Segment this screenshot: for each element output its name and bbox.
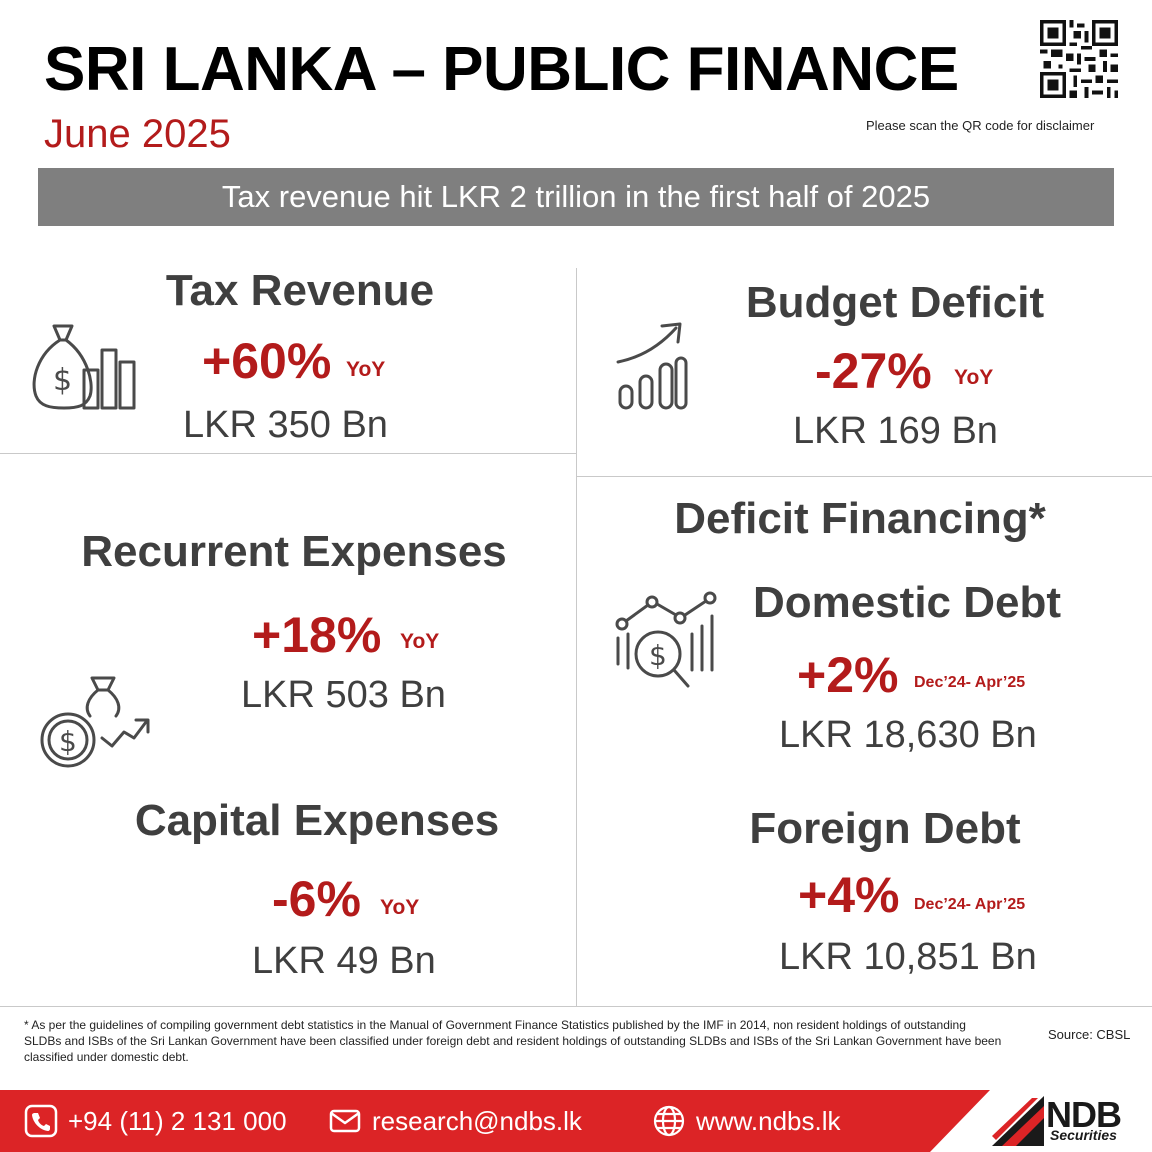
budget-deficit-value: LKR 169 Bn — [793, 410, 998, 452]
capital-expenses-period: YoY — [380, 896, 420, 919]
recurrent-expenses-period: YoY — [400, 630, 440, 653]
qr-code-icon[interactable] — [1040, 20, 1118, 98]
tax-revenue-heading: Tax Revenue — [165, 266, 435, 315]
ndb-logo-text: NDB — [1046, 1094, 1122, 1135]
domestic-debt-change: +2% — [797, 647, 899, 703]
vertical-divider — [576, 268, 577, 1006]
recurrent-expenses-value: LKR 503 Bn — [241, 674, 446, 716]
footer-phone[interactable]: +94 (11) 2 131 000 — [24, 1100, 287, 1142]
deficit-financing-heading: Deficit Financing* — [674, 494, 1046, 543]
source-note: Source: CBSL — [1048, 1027, 1131, 1042]
ndb-logo-subtext: Securities — [1050, 1127, 1117, 1143]
foreign-debt-period: Dec’24- Apr’25 — [914, 896, 1026, 913]
budget-deficit-change: -27% — [815, 343, 932, 399]
budget-deficit-heading: Budget Deficit — [745, 278, 1045, 327]
recurrent-expenses-heading: Recurrent Expenses — [81, 527, 507, 576]
footer-email[interactable]: research@ndbs.lk — [328, 1100, 582, 1142]
recurrent-expenses-change: +18% — [252, 607, 382, 663]
globe-icon — [653, 1105, 685, 1137]
qr-disclaimer-note: Please scan the QR code for disclaimer — [866, 118, 1095, 133]
capital-expenses-heading: Capital Expenses — [134, 796, 500, 845]
phone-icon — [24, 1104, 58, 1138]
tax-revenue-value: LKR 350 Bn — [183, 404, 388, 446]
phone-number: +94 (11) 2 131 000 — [68, 1105, 287, 1136]
domestic-debt-value: LKR 18,630 Bn — [779, 714, 1037, 756]
page-title: SRI LANKA – PUBLIC FINANCE — [44, 35, 959, 104]
capital-expenses-value: LKR 49 Bn — [252, 940, 436, 982]
ndb-logo-mark-icon — [992, 1096, 1044, 1146]
tax-revenue-change: +60% — [202, 333, 332, 389]
left-divider — [0, 453, 577, 454]
domestic-debt-period: Dec’24- Apr’25 — [914, 674, 1026, 691]
budget-deficit-period: YoY — [954, 366, 994, 389]
right-divider — [577, 476, 1152, 477]
foreign-debt-change: +4% — [798, 867, 900, 923]
footer-website[interactable]: www.ndbs.lk — [652, 1100, 841, 1142]
capital-expenses-change: -6% — [272, 871, 361, 927]
footnote: * As per the guidelines of compiling gov… — [24, 1018, 1002, 1064]
tax-revenue-period: YoY — [346, 358, 386, 381]
growth-chart-arrow-icon — [614, 318, 690, 412]
svg-text:$: $ — [649, 639, 667, 672]
foreign-debt-heading: Foreign Debt — [749, 804, 1021, 853]
email-address: research@ndbs.lk — [372, 1105, 582, 1136]
svg-text:$: $ — [59, 725, 77, 758]
domestic-debt-heading: Domestic Debt — [752, 578, 1062, 627]
money-bag-bar-chart-icon: $ — [28, 320, 140, 412]
coin-money-bag-trend-icon: $ — [38, 676, 154, 772]
website-url: www.ndbs.lk — [696, 1105, 841, 1136]
svg-text:$: $ — [53, 363, 72, 398]
dollar-magnifier-chart-icon: $ — [612, 588, 724, 694]
foreign-debt-value: LKR 10,851 Bn — [779, 936, 1037, 978]
headline-banner: Tax revenue hit LKR 2 trillion in the fi… — [38, 168, 1114, 226]
footnote-divider — [0, 1006, 1152, 1007]
page-subtitle-date: June 2025 — [44, 112, 231, 156]
mail-icon — [329, 1109, 361, 1133]
